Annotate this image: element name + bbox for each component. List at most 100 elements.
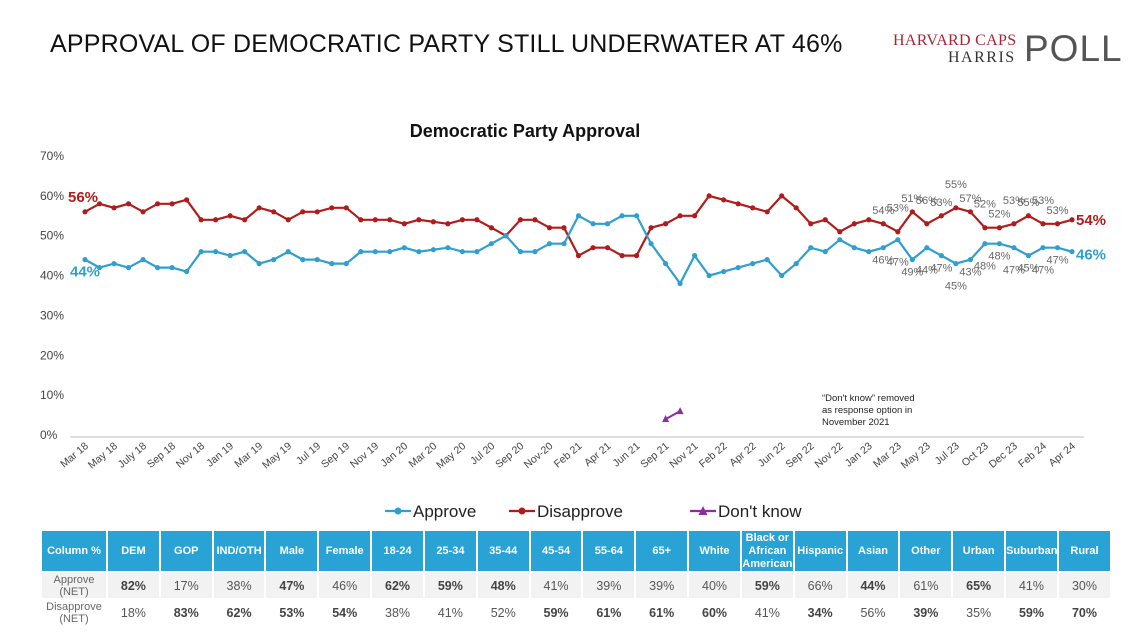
- data-point-approve: [82, 257, 88, 263]
- table-cell: 66%: [794, 573, 846, 598]
- data-point-disapprove: [387, 217, 393, 223]
- data-point-disapprove: [662, 221, 669, 227]
- data-point-approve: [793, 261, 799, 267]
- column-header: DEM: [108, 531, 159, 571]
- data-point-disapprove: [735, 201, 741, 207]
- column-header: 25-34: [424, 531, 476, 571]
- data-point-disapprove: [721, 197, 727, 203]
- data-point-disapprove: [1069, 217, 1075, 223]
- approve-data-label: 44%: [916, 265, 938, 277]
- data-point-approve: [750, 261, 756, 267]
- data-point-approve: [445, 245, 451, 251]
- data-point-disapprove: [517, 217, 524, 223]
- data-point-approve: [866, 249, 872, 255]
- data-point-disapprove: [822, 217, 828, 223]
- data-point-approve: [779, 272, 785, 279]
- approve-data-label: 45%: [945, 281, 967, 293]
- approve-data-label: 46%: [872, 255, 894, 267]
- data-point-disapprove: [837, 229, 843, 235]
- data-point-approve: [198, 249, 204, 255]
- data-point-disapprove: [314, 209, 320, 215]
- x-tick-label: Oct 23: [959, 440, 991, 469]
- data-point-approve: [1025, 253, 1032, 259]
- data-point-disapprove: [198, 217, 204, 223]
- x-tick-label: Jul 20: [468, 440, 497, 467]
- table-cell: 30%: [1058, 573, 1110, 598]
- table-cell: 53%: [266, 600, 318, 625]
- data-point-disapprove: [953, 205, 959, 211]
- data-point-approve: [256, 261, 262, 267]
- table-cell: 82%: [108, 573, 159, 598]
- data-point-disapprove: [300, 209, 306, 215]
- data-point-disapprove: [532, 217, 538, 223]
- data-point-disapprove: [372, 217, 378, 223]
- table-cell: 38%: [372, 600, 423, 625]
- data-point-approve: [953, 261, 959, 267]
- data-point-approve: [503, 233, 509, 239]
- data-point-approve: [648, 241, 654, 247]
- logo-line-3: POLL: [1024, 28, 1123, 69]
- data-point-approve: [546, 241, 553, 247]
- column-header: 55-64: [583, 531, 635, 571]
- data-point-disapprove: [111, 205, 117, 211]
- approve-last-label: 46%: [1076, 247, 1106, 264]
- table-cell: 39%: [583, 573, 635, 598]
- data-point-approve: [372, 249, 378, 255]
- approval-line-chart: Democratic Party Approval 0% 10% 20% 30% 40% 5…: [40, 121, 1106, 521]
- data-point-approve: [619, 213, 625, 219]
- table-corner-header: Column %: [42, 531, 106, 571]
- column-header: Urban: [953, 531, 1005, 571]
- table-cell: 61%: [636, 600, 688, 625]
- data-point-approve: [184, 268, 190, 275]
- data-point-disapprove: [488, 225, 495, 231]
- x-tick-label: Jan 20: [378, 440, 410, 470]
- data-point-approve: [242, 249, 248, 255]
- table-cell: 41%: [1006, 573, 1057, 598]
- column-header: Male: [266, 531, 318, 571]
- y-tick-label: 0%: [40, 428, 58, 442]
- data-point-approve: [938, 253, 944, 259]
- data-point-disapprove: [474, 217, 480, 223]
- table-cell: 47%: [266, 573, 318, 598]
- logo-line-2: HARRIS: [948, 49, 1016, 66]
- x-tick-label: Jul 19: [294, 440, 323, 467]
- disapprove-data-label: 53%: [1046, 205, 1068, 217]
- data-point-disapprove: [706, 193, 712, 199]
- disapprove-last-label: 54%: [1076, 212, 1106, 229]
- x-tick-label: Jul 23: [933, 440, 962, 467]
- approve-data-label: 45%: [1017, 263, 1039, 275]
- legend-marker: [698, 506, 708, 515]
- data-point-approve: [662, 261, 669, 267]
- data-point-approve: [967, 257, 973, 263]
- data-point-disapprove: [1040, 221, 1046, 227]
- data-point-approve: [677, 280, 683, 287]
- x-tick-label: Apr 24: [1047, 440, 1079, 469]
- data-point-disapprove: [793, 205, 799, 211]
- data-point-disapprove: [851, 221, 857, 227]
- data-point-disapprove: [938, 213, 944, 219]
- data-point-disapprove: [561, 225, 567, 231]
- data-point-disapprove: [546, 225, 553, 231]
- data-point-disapprove: [213, 217, 219, 223]
- table-cell: 18%: [108, 600, 159, 625]
- data-point-disapprove: [227, 213, 233, 219]
- approve-data-label: 49%: [901, 267, 923, 279]
- data-point-approve: [140, 257, 146, 263]
- data-point-disapprove: [808, 221, 814, 227]
- legend-entry: Disapprove: [537, 502, 623, 521]
- disapprove-data-label: 53%: [887, 203, 909, 215]
- chart-title: Democratic Party Approval: [410, 121, 640, 141]
- approve-data-label: 47%: [930, 263, 952, 275]
- table-cell: 17%: [160, 573, 212, 598]
- data-point-disapprove: [590, 245, 596, 251]
- data-point-approve: [125, 265, 132, 271]
- approve-data-label: 48%: [988, 251, 1010, 263]
- data-point-approve: [358, 249, 364, 255]
- x-tick-label: Dec 23: [987, 440, 1020, 471]
- data-point-disapprove: [445, 221, 451, 227]
- data-point-disapprove: [256, 205, 262, 211]
- y-tick-label: 10%: [40, 388, 64, 402]
- data-point-disapprove: [430, 219, 436, 225]
- legend-marker: [394, 507, 402, 515]
- x-tick-label: Mar 23: [871, 440, 904, 470]
